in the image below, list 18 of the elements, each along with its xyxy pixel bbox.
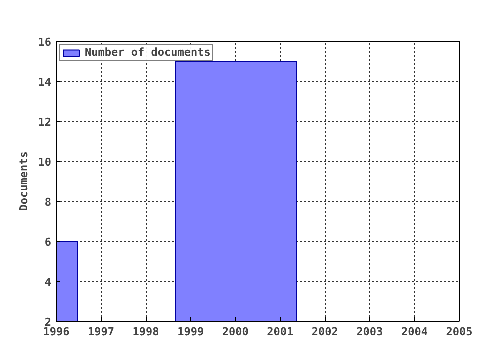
y-tick-label: 14 — [38, 76, 52, 89]
x-tick-label: 2002 — [312, 326, 338, 338]
x-tick-label: 2005 — [446, 326, 473, 338]
y-axis-title: Documents — [17, 152, 30, 212]
y-tick-label: 4 — [44, 276, 52, 289]
y-tick-label: 10 — [38, 156, 52, 169]
x-tick-label: 2003 — [356, 326, 384, 338]
x-tick-label: 1998 — [132, 326, 160, 338]
x-tick-label: 1997 — [88, 326, 115, 338]
y-tick-label: 8 — [44, 196, 52, 209]
x-tick-label: 2004 — [401, 326, 428, 338]
y-tick-label: 16 — [38, 36, 52, 49]
y-tick-label: 6 — [44, 236, 52, 249]
x-tick-label: 2000 — [222, 326, 249, 338]
x-tick-label: 1999 — [178, 326, 204, 338]
legend-label: Number of documents — [85, 46, 211, 59]
y-tick-label: 12 — [38, 116, 52, 129]
x-tick-label: 2001 — [267, 326, 294, 338]
